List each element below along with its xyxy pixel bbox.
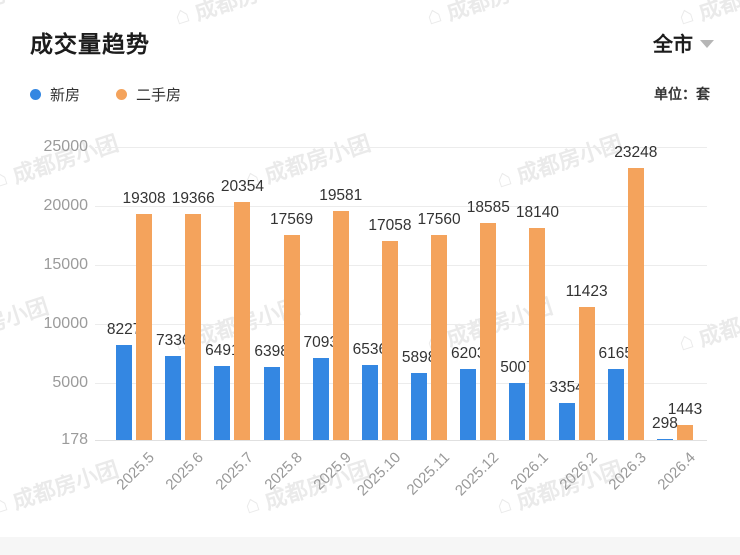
bar-二手房-2025.8[interactable] bbox=[283, 234, 300, 440]
bar-二手房-2025.7[interactable] bbox=[234, 201, 251, 440]
y-axis-tick-178: 178 bbox=[61, 431, 88, 448]
value-label-新房-2025.5: 8227 bbox=[106, 321, 142, 339]
x-axis-label-2025.8: 2025.8 bbox=[261, 449, 306, 494]
value-label-二手房-2025.5: 19308 bbox=[122, 190, 166, 208]
bar-新房-2025.9[interactable] bbox=[312, 358, 329, 440]
value-label-新房-2026.4: 298 bbox=[652, 414, 678, 432]
unit-label: 单位：套 bbox=[654, 86, 710, 102]
y-axis-tick-10000: 10000 bbox=[43, 315, 89, 333]
gridline-25000 bbox=[95, 147, 707, 149]
x-axis-label-2025.12: 2025.12 bbox=[451, 449, 503, 500]
y-axis-tick-20000: 20000 bbox=[43, 197, 89, 215]
legend-row: 新房 二手房 单位：套 bbox=[30, 84, 710, 104]
x-axis-label-2025.11: 2025.11 bbox=[403, 449, 454, 499]
bar-新房-2026.4[interactable] bbox=[656, 438, 673, 440]
value-label-新房-2026.2: 3354 bbox=[549, 378, 584, 396]
value-label-二手房-2026.1: 18140 bbox=[515, 204, 559, 222]
value-label-二手房-2025.7: 20354 bbox=[220, 177, 264, 195]
value-label-新房-2025.6: 7336 bbox=[156, 331, 191, 349]
x-axis-label-2026.1: 2026.1 bbox=[507, 449, 552, 494]
chart-header: 成交量趋势 全市 bbox=[30, 26, 714, 58]
bar-二手房-2025.9[interactable] bbox=[332, 211, 349, 440]
bar-新房-2025.12[interactable] bbox=[460, 368, 477, 440]
bar-新房-2025.11[interactable] bbox=[411, 372, 428, 440]
gridline-20000 bbox=[95, 206, 707, 208]
y-axis-tick-25000: 25000 bbox=[43, 138, 89, 156]
legend: 新房 二手房 bbox=[30, 84, 217, 105]
x-axis-label-2025.10: 2025.10 bbox=[353, 449, 404, 500]
x-axis-label-2025.9: 2025.9 bbox=[310, 449, 355, 494]
x-axis-label-2026.2: 2026.2 bbox=[556, 449, 601, 494]
bar-新房-2026.1[interactable] bbox=[509, 383, 526, 440]
bar-二手房-2025.10[interactable] bbox=[381, 240, 398, 440]
value-label-二手房-2026.3: 23248 bbox=[614, 143, 658, 161]
gridline-5000 bbox=[95, 383, 707, 385]
value-label-新房-2025.11: 5898 bbox=[401, 348, 437, 366]
gridline-15000 bbox=[95, 265, 707, 267]
y-axis-tick-15000: 15000 bbox=[43, 256, 89, 274]
district-selector-label: 全市 bbox=[653, 33, 693, 56]
bar-新房-2025.7[interactable] bbox=[214, 365, 231, 440]
next-card-edge bbox=[0, 537, 740, 555]
bar-新房-2025.6[interactable] bbox=[165, 355, 182, 440]
value-label-二手房-2025.9: 19581 bbox=[319, 187, 363, 205]
gridline-10000 bbox=[95, 324, 707, 326]
x-axis-label-2026.3: 2026.3 bbox=[605, 449, 650, 494]
legend-label-secondhand-homes: 二手房 bbox=[136, 86, 182, 104]
y-axis-tick-5000: 5000 bbox=[52, 374, 88, 392]
value-label-新房-2026.3: 6165 bbox=[598, 345, 634, 363]
value-label-二手房-2025.8: 17569 bbox=[270, 210, 314, 228]
bar-新房-2025.10[interactable] bbox=[361, 364, 378, 440]
bar-新房-2026.2[interactable] bbox=[558, 402, 575, 440]
bar-二手房-2025.12[interactable] bbox=[480, 222, 497, 440]
value-label-新房-2026.1: 5007 bbox=[500, 359, 535, 377]
value-label-二手房-2025.12: 18585 bbox=[466, 198, 510, 216]
bar-二手房-2026.3[interactable] bbox=[627, 167, 644, 440]
bar-二手房-2025.5[interactable] bbox=[136, 214, 153, 440]
legend-item-new-homes[interactable]: 新房 bbox=[30, 84, 80, 105]
district-selector[interactable]: 全市 bbox=[653, 28, 714, 57]
bar-二手房-2025.6[interactable] bbox=[185, 213, 202, 440]
value-label-新房-2025.8: 6398 bbox=[254, 342, 289, 360]
legend-item-secondhand-homes[interactable]: 二手房 bbox=[116, 84, 181, 105]
value-label-新房-2025.7: 6491 bbox=[205, 341, 240, 359]
value-label-新房-2025.9: 7093 bbox=[303, 334, 338, 352]
gridline-178 bbox=[95, 440, 707, 441]
x-axis-label-2025.6: 2025.6 bbox=[162, 449, 208, 494]
bar-二手房-2026.1[interactable] bbox=[529, 228, 546, 440]
value-label-二手房-2025.10: 17058 bbox=[368, 216, 412, 234]
value-label-二手房-2026.2: 11423 bbox=[565, 283, 608, 301]
x-axis-label-2025.7: 2025.7 bbox=[211, 449, 257, 494]
legend-dot-secondhand-homes bbox=[116, 88, 128, 100]
legend-label-new-homes: 新房 bbox=[50, 86, 81, 104]
bar-新房-2025.5[interactable] bbox=[116, 345, 133, 440]
bar-二手房-2026.4[interactable] bbox=[676, 425, 693, 440]
value-label-二手房-2025.6: 19366 bbox=[171, 189, 215, 207]
x-axis-label-2025.5: 2025.5 bbox=[113, 449, 159, 494]
bar-二手房-2025.11[interactable] bbox=[431, 234, 448, 440]
value-label-二手房-2026.4: 1443 bbox=[667, 401, 703, 419]
bar-新房-2026.3[interactable] bbox=[607, 369, 624, 440]
value-label-新房-2025.12: 6203 bbox=[451, 344, 486, 362]
value-label-二手房-2025.11: 17560 bbox=[417, 210, 461, 228]
x-axis-label-2026.4: 2026.4 bbox=[654, 449, 699, 494]
bar-新房-2025.8[interactable] bbox=[263, 366, 280, 440]
bar-二手房-2026.2[interactable] bbox=[578, 307, 595, 440]
page-title: 成交量趋势 bbox=[30, 31, 150, 57]
chevron-down-icon bbox=[700, 39, 714, 48]
value-label-新房-2025.10: 6536 bbox=[352, 340, 388, 358]
legend-dot-new-homes bbox=[30, 88, 41, 100]
